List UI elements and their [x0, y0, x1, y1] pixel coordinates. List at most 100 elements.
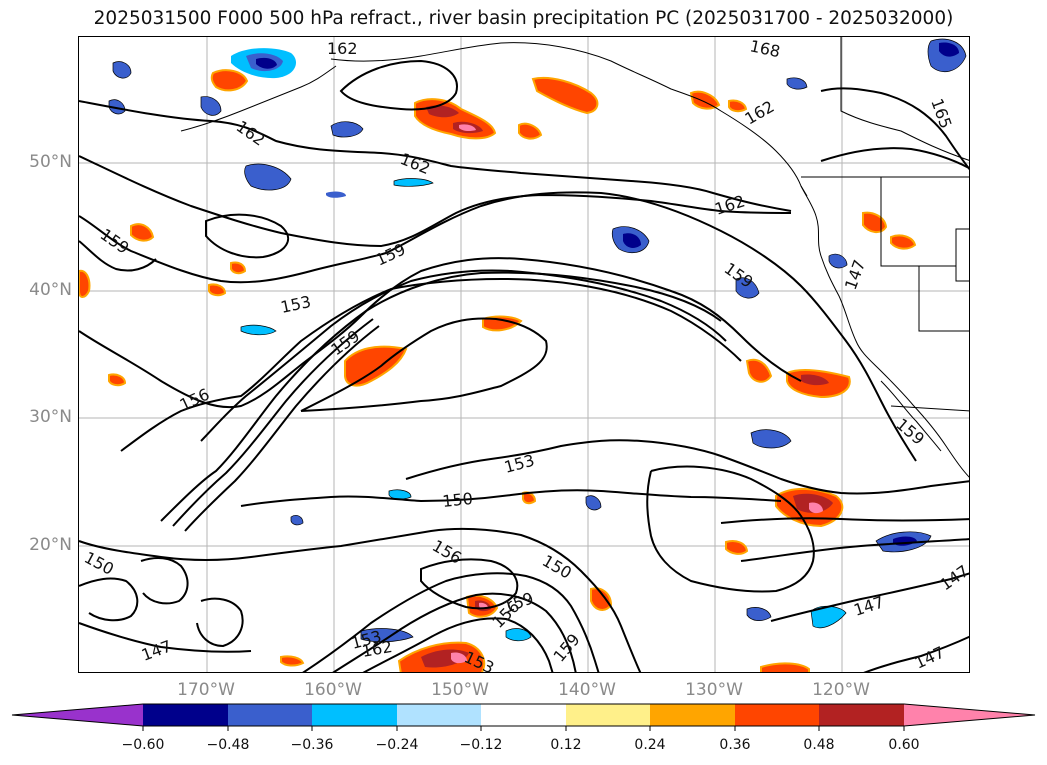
lat-label-20n: 20°N — [29, 535, 72, 555]
contour-northeast-2 — [820, 147, 969, 170]
contour-label: 159 — [892, 415, 928, 449]
lon-label-130w: 130°W — [685, 680, 743, 700]
contour-label: 162 — [712, 191, 747, 219]
colorbar-extend-high — [904, 704, 1035, 726]
colorbar-bin — [566, 704, 650, 726]
colorbar-bin — [228, 704, 312, 726]
contour-label: 162 — [398, 149, 433, 178]
pos-blob — [760, 662, 810, 672]
pos-blob — [451, 652, 467, 664]
pos-blob — [108, 373, 127, 387]
contour-hawaii-loop — [420, 558, 519, 610]
neg-blob — [330, 121, 364, 138]
contour-label: 162 — [742, 97, 778, 129]
contour-label: 162 — [360, 637, 393, 661]
contour-far-west — [79, 240, 157, 272]
neg-blob — [290, 515, 304, 526]
neg-blob — [828, 253, 848, 269]
contour-label: 153 — [502, 451, 536, 477]
contour-label: 162 — [233, 117, 269, 150]
contour-label: 168 — [748, 37, 782, 61]
pos-blob — [745, 358, 773, 383]
contour-label: 150 — [441, 489, 473, 511]
neg-blob — [585, 495, 602, 511]
contour-162-south — [79, 155, 792, 248]
map-canvas: 162 168 165 162 162 162 159 159 159 162 … — [79, 37, 969, 672]
contour-label: 162 — [327, 39, 358, 58]
contour-label: 159 — [97, 225, 133, 258]
pos-blob — [130, 223, 155, 242]
neg-blob — [244, 163, 292, 191]
colorbar-tick-label: −0.36 — [290, 737, 334, 753]
neg-blob — [810, 605, 847, 629]
contour-sw-3 — [196, 597, 244, 648]
neg-blob — [505, 628, 532, 642]
colorbar-tick-label: −0.48 — [206, 737, 250, 753]
colorbar-extend-low — [12, 704, 143, 726]
neg-blob — [735, 277, 760, 299]
pos-blob — [79, 269, 91, 298]
contour-east-trough — [646, 465, 815, 593]
contour-label: 147 — [851, 592, 886, 620]
contour-east-inner — [720, 517, 969, 524]
colorbar-tick-label: 0.36 — [719, 737, 751, 753]
contour-label: 153 — [279, 292, 313, 317]
lat-label-30n: 30°N — [29, 407, 72, 427]
contour-153-mid — [300, 317, 548, 412]
pos-blob — [210, 69, 249, 92]
colorbar-bin — [481, 704, 566, 726]
contour-label: 147 — [912, 642, 948, 672]
neg-blob — [326, 191, 346, 198]
contour-153-east — [405, 439, 969, 495]
map-panel: 162 168 165 162 162 162 159 159 159 162 … — [78, 36, 970, 673]
alaska-coast — [330, 42, 808, 197]
neg-blob — [112, 61, 132, 79]
neg-blob — [746, 607, 772, 621]
lon-label-170w: 170°W — [177, 680, 235, 700]
pos-blob — [728, 99, 748, 113]
graticule — [79, 37, 969, 672]
pos-blob — [890, 234, 917, 250]
neg-blob — [108, 99, 126, 115]
colorbar-bin — [312, 704, 397, 726]
state-border — [880, 177, 956, 267]
contour-sw-1 — [79, 577, 139, 622]
canada-provincial-border — [840, 37, 969, 161]
contour-159 — [79, 191, 917, 462]
contour-162-north — [79, 100, 792, 212]
pos-blob — [482, 315, 523, 332]
neg-blob — [623, 233, 641, 248]
colorbar-tick-label: 0.12 — [550, 737, 582, 753]
contour-label: 159 — [550, 630, 584, 666]
contour-156-west — [79, 257, 802, 409]
contour-150-band — [120, 277, 742, 452]
pos-blob — [208, 283, 227, 297]
contour-west-loop — [205, 213, 289, 259]
contour-label: 150 — [539, 551, 575, 583]
contour-153-band — [200, 269, 727, 442]
colorbar-tick-label: −0.60 — [121, 737, 165, 753]
colorbar-tick-label: −0.12 — [459, 737, 503, 753]
contour-label: 150 — [81, 548, 117, 579]
bc-coast — [800, 185, 969, 478]
contour-147-se — [863, 635, 969, 672]
contour-label: 147 — [139, 636, 174, 664]
state-border — [955, 228, 969, 282]
colorbar — [11, 703, 1036, 731]
pos-blob — [280, 655, 305, 667]
colorbar-ticks — [142, 726, 905, 731]
contour-jet-3 — [184, 325, 380, 532]
contour-south-wave-3 — [362, 617, 554, 672]
contour-label: 156 — [429, 536, 465, 568]
contour-south-wave-2 — [332, 592, 577, 672]
colorbar-bin — [143, 704, 228, 726]
pos-blob — [426, 105, 459, 118]
colorbar-tick-label: −0.24 — [375, 737, 419, 753]
pos-blob — [518, 122, 543, 140]
contour-147 — [79, 622, 252, 653]
contour-label: 165 — [927, 96, 955, 131]
contour-150-south — [79, 527, 642, 672]
colorbar-tick-label: 0.60 — [888, 737, 920, 753]
map-title: 2025031500 F000 500 hPa refract., river … — [93, 8, 954, 29]
pos-blob — [459, 124, 476, 132]
